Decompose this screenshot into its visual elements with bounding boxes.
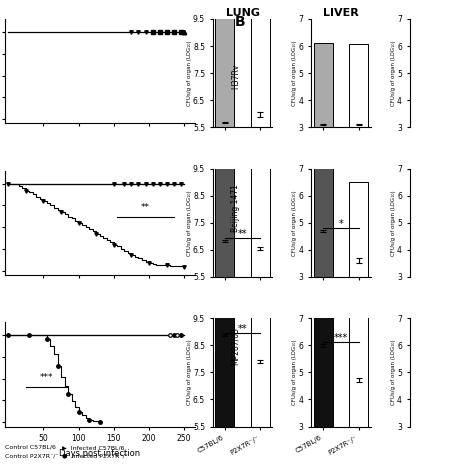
Text: *: * (338, 219, 343, 229)
Y-axis label: CFUs/g of organ (LOG₁₀): CFUs/g of organ (LOG₁₀) (186, 190, 191, 255)
X-axis label: Days post infection: Days post infection (59, 449, 140, 458)
Text: Control C57BL/6: Control C57BL/6 (5, 445, 55, 450)
Y-axis label: CFUs/g of organ (LOG₁₀): CFUs/g of organ (LOG₁₀) (186, 40, 191, 106)
Text: ***: *** (40, 374, 54, 383)
Y-axis label: CFUs/g of organ (LOG₁₀): CFUs/g of organ (LOG₁₀) (292, 339, 297, 405)
Y-axis label: CFUs/g of organ (LOG₁₀): CFUs/g of organ (LOG₁₀) (292, 190, 297, 255)
Y-axis label: CFUs/g of organ (LOG₁₀): CFUs/g of organ (LOG₁₀) (391, 190, 396, 255)
Bar (313, 265, 333, 427)
Bar (313, 151, 333, 277)
Text: **: ** (238, 324, 247, 334)
Text: **: ** (238, 229, 247, 239)
Y-axis label: CFUs/g of organ (LOG₁₀): CFUs/g of organ (LOG₁₀) (391, 40, 396, 106)
Text: H37Rv: H37Rv (231, 63, 240, 89)
Title: LIVER: LIVER (323, 8, 359, 18)
Y-axis label: CFUs/g of organ (LOG₁₀): CFUs/g of organ (LOG₁₀) (391, 339, 396, 405)
Text: B: B (235, 15, 245, 29)
Text: ***: *** (334, 333, 348, 343)
Bar (215, 187, 234, 427)
Bar (251, 0, 270, 128)
Text: MP287/03: MP287/03 (231, 327, 240, 365)
Bar (251, 214, 270, 427)
Y-axis label: CFUs/g of organ (LOG₁₀): CFUs/g of organ (LOG₁₀) (292, 40, 297, 106)
Y-axis label: CFUs/g of organ (LOG₁₀): CFUs/g of organ (LOG₁₀) (186, 339, 191, 405)
Text: ▶  Infected C57BL/6: ▶ Infected C57BL/6 (62, 445, 124, 450)
Text: Beijing 1471: Beijing 1471 (231, 184, 240, 233)
Bar (349, 301, 368, 427)
Title: LUNG: LUNG (226, 8, 259, 18)
Bar (349, 182, 368, 277)
Bar (251, 101, 270, 277)
Text: Control P2X7R⁻/⁻: Control P2X7R⁻/⁻ (5, 454, 58, 458)
Text: **: ** (141, 203, 150, 212)
Bar (349, 44, 368, 128)
Text: ●  Infected P2X7R⁻/⁻: ● Infected P2X7R⁻/⁻ (62, 454, 128, 458)
Bar (313, 43, 333, 128)
Bar (215, 93, 234, 277)
Bar (215, 0, 234, 128)
